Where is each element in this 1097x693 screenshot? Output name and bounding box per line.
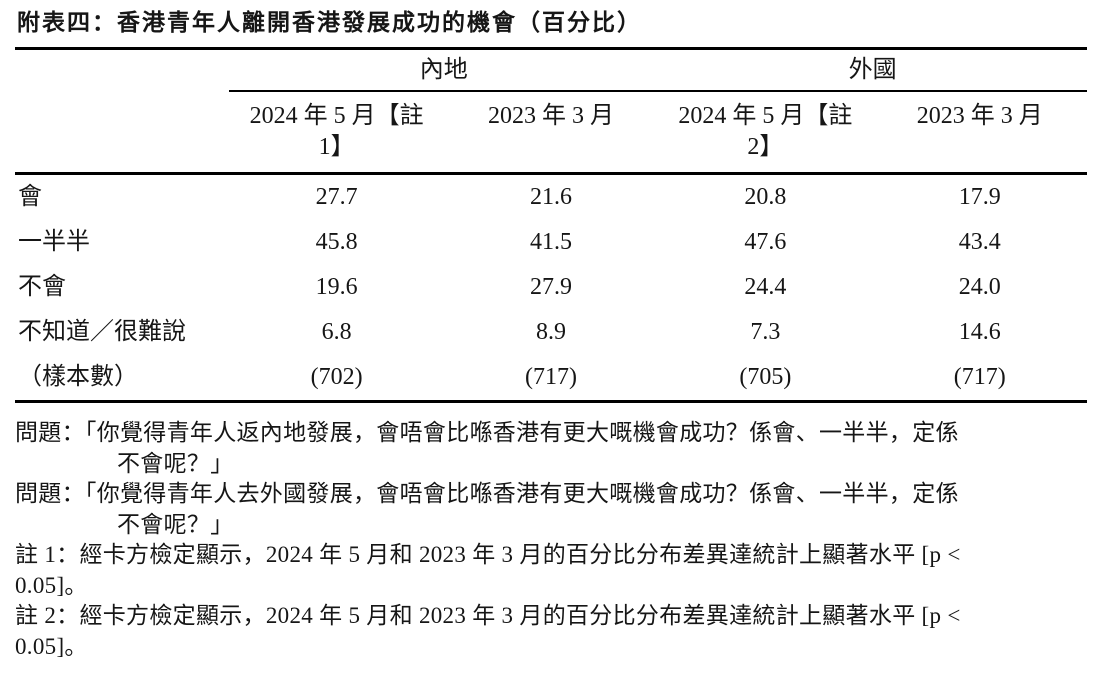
col-header-overseas-2023: 2023 年 3 月 — [872, 91, 1087, 175]
row-label: 不知道／很難說 — [18, 319, 186, 345]
row-label: 會 — [18, 184, 42, 210]
value-cell: (717) — [524, 364, 577, 390]
footnote-line: 不會呢？」 — [117, 450, 234, 476]
column-header-row: 2024 年 5 月【註 1】 2023 年 3 月 2024 年 5 月【註 … — [15, 91, 1087, 175]
footnote-line: 問題：「你覺得青年人返內地發展，會唔會比喺香港有更大嘅機會成功？係會、一半半，定… — [15, 420, 959, 445]
value-cell: 19.6 — [315, 274, 358, 300]
footnote-note-2: 註 2：經卡方檢定顯示，2024 年 5 月和 2023 年 3 月的百分比分布… — [15, 601, 1087, 662]
group-header-row: 內地 外國 — [15, 48, 1087, 92]
col-header-mainland-2023: 2023 年 3 月 — [443, 91, 659, 175]
footnote-line: 註 2：經卡方檢定顯示，2024 年 5 月和 2023 年 3 月的百分比分布… — [15, 603, 961, 628]
col-header-line: 2023 年 3 月 — [487, 103, 614, 129]
col-header-line: 1】 — [318, 134, 355, 160]
value-cell: 7.3 — [750, 319, 781, 345]
appendix-table: 內地 外國 2024 年 5 月【註 1】 2023 年 3 月 2024 年 … — [15, 47, 1087, 403]
table-row-dont-know: 不知道／很難說 6.8 8.9 7.3 14.6 — [15, 310, 1087, 355]
value-cell: 43.4 — [958, 229, 1001, 255]
header-corner-cell — [15, 49, 229, 92]
value-cell: 6.8 — [321, 319, 352, 345]
footnote-line: 註 1：經卡方檢定顯示，2024 年 5 月和 2023 年 3 月的百分比分布… — [15, 542, 961, 567]
footnote-question-mainland: 問題：「你覺得青年人返內地發展，會唔會比喺香港有更大嘅機會成功？係會、一半半，定… — [15, 418, 1087, 479]
value-cell: 24.4 — [744, 274, 787, 300]
row-label: （樣本數） — [18, 364, 138, 390]
group-header-overseas: 外國 — [658, 48, 1087, 92]
value-cell: (705) — [739, 364, 792, 390]
value-cell: 24.0 — [958, 274, 1001, 300]
value-cell: (717) — [953, 364, 1006, 390]
value-cell: 41.5 — [529, 229, 572, 255]
header-corner-cell — [15, 91, 230, 175]
footnotes-section: 問題：「你覺得青年人返內地發展，會唔會比喺香港有更大嘅機會成功？係會、一半半，定… — [15, 418, 1087, 662]
group-header-mainland: 內地 — [229, 48, 659, 92]
value-cell: 45.8 — [315, 229, 358, 255]
value-cell: 17.9 — [958, 184, 1001, 210]
value-cell: 21.6 — [529, 184, 572, 210]
value-cell: 27.7 — [315, 184, 358, 210]
value-cell: 47.6 — [744, 229, 787, 255]
footnote-line: 問題：「你覺得青年人去外國發展，會唔會比喺香港有更大嘅機會成功？係會、一半半，定… — [15, 481, 959, 506]
table-row-half: 一半半 45.8 41.5 47.6 43.4 — [15, 220, 1087, 265]
value-cell: (702) — [310, 364, 363, 390]
col-header-line: 2】 — [747, 134, 784, 160]
footnote-line: 0.05]。 — [15, 572, 88, 598]
col-header-mainland-2024: 2024 年 5 月【註 1】 — [229, 91, 444, 175]
col-header-overseas-2024: 2024 年 5 月【註 2】 — [658, 91, 873, 175]
col-header-line: 2023 年 3 月 — [916, 103, 1043, 129]
table-row-will-not: 不會 19.6 27.9 24.4 24.0 — [15, 265, 1087, 310]
col-header-line: 2024 年 5 月【註 — [678, 103, 853, 129]
table-row-will: 會 27.7 21.6 20.8 17.9 — [15, 174, 1087, 221]
value-cell: 14.6 — [958, 319, 1001, 345]
value-cell: 20.8 — [744, 184, 787, 210]
value-cell: 8.9 — [535, 319, 566, 345]
footnote-line: 不會呢？」 — [117, 511, 234, 537]
footnote-note-1: 註 1：經卡方檢定顯示，2024 年 5 月和 2023 年 3 月的百分比分布… — [15, 540, 1087, 601]
footnote-question-overseas: 問題：「你覺得青年人去外國發展，會唔會比喺香港有更大嘅機會成功？係會、一半半，定… — [15, 479, 1087, 540]
col-header-line: 2024 年 5 月【註 — [249, 103, 424, 129]
value-cell: 27.9 — [529, 274, 572, 300]
page-title: 附表四：香港青年人離開香港發展成功的機會（百分比） — [17, 10, 642, 35]
table-row-sample-size: （樣本數） (702) (717) (705) (717) — [15, 355, 1087, 402]
footnote-line: 0.05]。 — [15, 633, 88, 659]
row-label: 不會 — [18, 274, 66, 300]
row-label: 一半半 — [18, 229, 90, 255]
